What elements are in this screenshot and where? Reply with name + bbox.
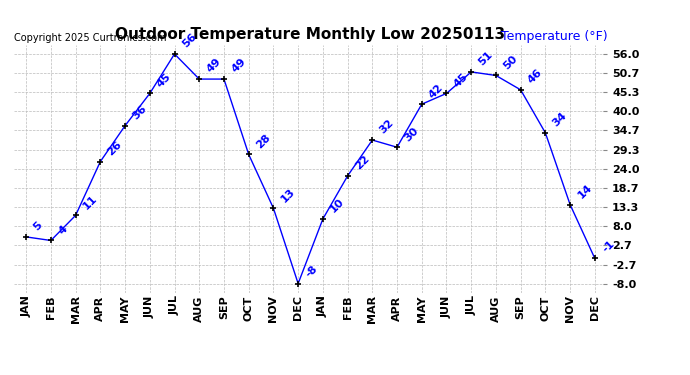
Text: 28: 28	[254, 132, 273, 150]
Text: 30: 30	[402, 125, 420, 143]
Title: Outdoor Temperature Monthly Low 20250113: Outdoor Temperature Monthly Low 20250113	[115, 27, 506, 42]
Text: 22: 22	[353, 154, 371, 172]
Text: 50: 50	[502, 54, 520, 71]
Text: 13: 13	[279, 186, 297, 204]
Text: 11: 11	[81, 193, 99, 211]
Text: 36: 36	[130, 104, 148, 122]
Text: 46: 46	[526, 68, 544, 86]
Text: -8: -8	[304, 264, 319, 279]
Text: 45: 45	[452, 71, 470, 89]
Text: Temperature (°F): Temperature (°F)	[500, 30, 607, 42]
Text: 26: 26	[106, 139, 124, 158]
Text: 4: 4	[57, 224, 69, 236]
Text: 49: 49	[230, 57, 248, 75]
Text: -1: -1	[600, 238, 616, 254]
Text: 45: 45	[155, 71, 173, 89]
Text: Copyright 2025 Curtronics.com: Copyright 2025 Curtronics.com	[14, 33, 166, 42]
Text: 51: 51	[477, 50, 495, 68]
Text: 49: 49	[205, 57, 223, 75]
Text: 42: 42	[427, 82, 446, 100]
Text: 14: 14	[575, 182, 594, 201]
Text: 5: 5	[32, 220, 44, 233]
Text: 34: 34	[551, 111, 569, 129]
Text: 10: 10	[328, 197, 346, 215]
Text: 32: 32	[378, 118, 396, 136]
Text: 56: 56	[180, 32, 198, 50]
